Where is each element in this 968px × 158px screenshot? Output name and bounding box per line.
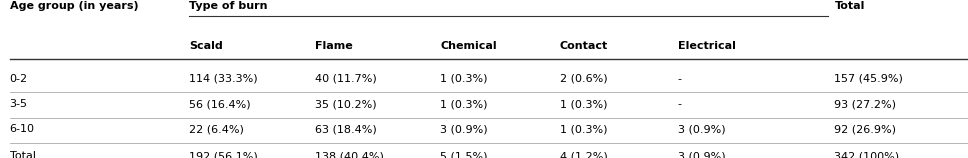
Text: Total: Total <box>834 1 864 11</box>
Text: 5 (1.5%): 5 (1.5%) <box>440 151 488 158</box>
Text: 3 (0.9%): 3 (0.9%) <box>440 124 488 134</box>
Text: 63 (18.4%): 63 (18.4%) <box>315 124 377 134</box>
Text: 192 (56.1%): 192 (56.1%) <box>189 151 257 158</box>
Text: 40 (11.7%): 40 (11.7%) <box>315 74 377 84</box>
Text: 114 (33.3%): 114 (33.3%) <box>189 74 257 84</box>
Text: 138 (40.4%): 138 (40.4%) <box>315 151 383 158</box>
Text: 1 (0.3%): 1 (0.3%) <box>560 99 607 109</box>
Text: 157 (45.9%): 157 (45.9%) <box>834 74 903 84</box>
Text: 35 (10.2%): 35 (10.2%) <box>315 99 377 109</box>
Text: 1 (0.3%): 1 (0.3%) <box>440 74 488 84</box>
Text: 1 (0.3%): 1 (0.3%) <box>560 124 607 134</box>
Text: 92 (26.9%): 92 (26.9%) <box>834 124 896 134</box>
Text: -: - <box>678 74 681 84</box>
Text: 3 (0.9%): 3 (0.9%) <box>678 151 725 158</box>
Text: Total: Total <box>10 151 36 158</box>
Text: 22 (6.4%): 22 (6.4%) <box>189 124 244 134</box>
Text: 93 (27.2%): 93 (27.2%) <box>834 99 896 109</box>
Text: 2 (0.6%): 2 (0.6%) <box>560 74 607 84</box>
Text: Age group (in years): Age group (in years) <box>10 1 138 11</box>
Text: 3 (0.9%): 3 (0.9%) <box>678 124 725 134</box>
Text: 1 (0.3%): 1 (0.3%) <box>440 99 488 109</box>
Text: Flame: Flame <box>315 41 352 51</box>
Text: 56 (16.4%): 56 (16.4%) <box>189 99 251 109</box>
Text: Chemical: Chemical <box>440 41 497 51</box>
Text: Type of burn: Type of burn <box>189 1 267 11</box>
Text: 4 (1.2%): 4 (1.2%) <box>560 151 607 158</box>
Text: 0-2: 0-2 <box>10 74 28 84</box>
Text: -: - <box>678 99 681 109</box>
Text: Scald: Scald <box>189 41 223 51</box>
Text: 342 (100%): 342 (100%) <box>834 151 899 158</box>
Text: 6-10: 6-10 <box>10 124 35 134</box>
Text: Contact: Contact <box>560 41 608 51</box>
Text: 3-5: 3-5 <box>10 99 28 109</box>
Text: Electrical: Electrical <box>678 41 736 51</box>
